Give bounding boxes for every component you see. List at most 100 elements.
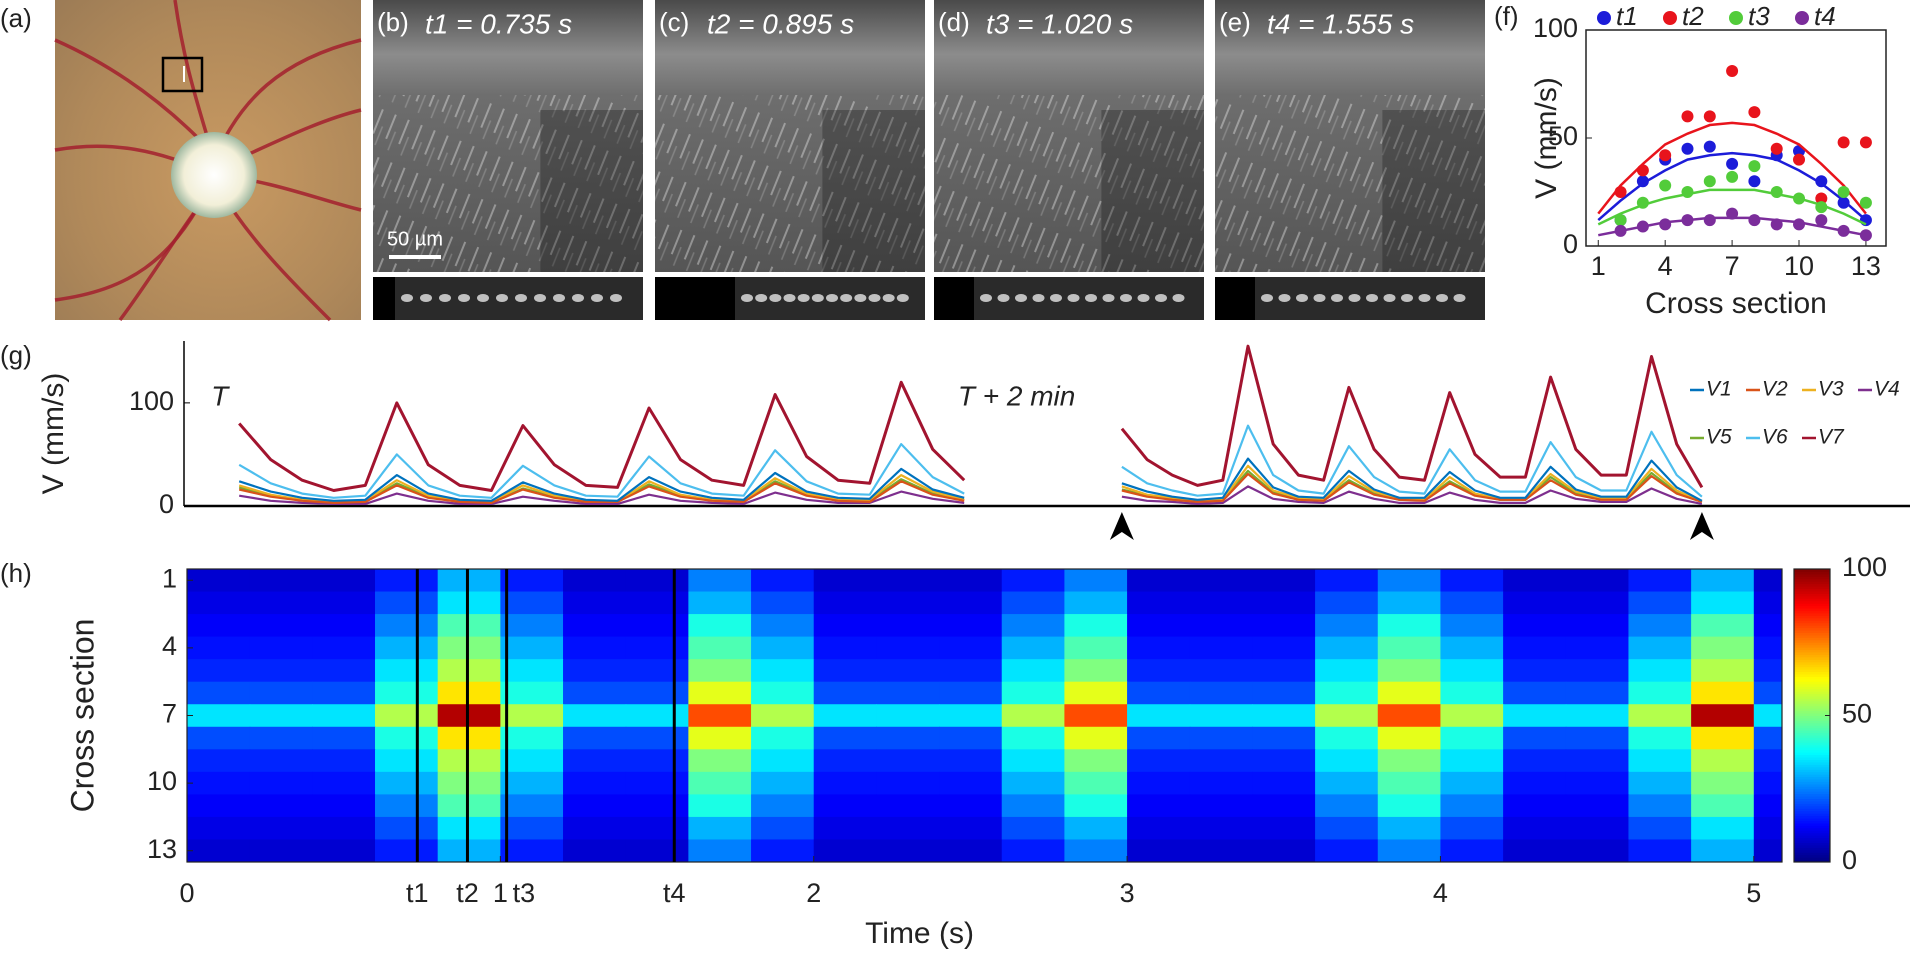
heatmap-cell xyxy=(1315,816,1379,841)
kymo-black xyxy=(934,277,974,320)
colorbar-step xyxy=(1794,705,1830,709)
heatmap-cell xyxy=(312,839,376,862)
heatmap-cell xyxy=(813,839,877,862)
heatmap-cell xyxy=(751,771,815,795)
heatmap-cell xyxy=(1691,771,1755,795)
annotation: T xyxy=(211,380,230,411)
colorbar-step xyxy=(1794,744,1830,748)
y-tick-label: 13 xyxy=(147,834,177,864)
colorbar-step xyxy=(1794,590,1830,594)
point xyxy=(1770,218,1783,231)
kymo-dot xyxy=(826,294,838,302)
kymo-dot xyxy=(572,294,584,302)
heatmap-cell xyxy=(625,726,689,750)
heatmap-cell xyxy=(1753,839,1782,862)
heatmap-cell xyxy=(437,704,501,728)
heatmap-cell xyxy=(1189,569,1254,593)
colorbar-step xyxy=(1794,569,1830,572)
panel-label: (g) xyxy=(0,340,32,370)
heatmap-cell xyxy=(751,659,815,683)
heatmap-cell xyxy=(939,771,1003,795)
colorbar-step xyxy=(1794,617,1830,621)
colorbar-step xyxy=(1794,730,1830,734)
heatmap-cell xyxy=(1064,794,1128,818)
heatmap-cell xyxy=(500,839,564,862)
heatmap-cell xyxy=(1001,816,1066,841)
kymo-dot xyxy=(515,294,527,302)
legend-label: t4 xyxy=(1814,1,1836,31)
x-tick-label: 10 xyxy=(1784,251,1814,281)
heatmap-cell xyxy=(1001,659,1066,683)
heatmap-cell xyxy=(876,636,940,660)
heatmap-cell xyxy=(249,816,313,841)
point xyxy=(1659,218,1672,231)
heatmap-cell xyxy=(688,636,752,660)
heatmap-cell xyxy=(437,659,501,683)
colorbar-step xyxy=(1794,778,1830,782)
heatmap-cell xyxy=(751,681,815,705)
colorbar-step xyxy=(1794,722,1830,726)
heatmap-cell xyxy=(500,726,564,750)
heatmap-cell xyxy=(688,816,752,841)
heatmap-cell xyxy=(1565,749,1630,773)
colorbar-step xyxy=(1794,571,1830,575)
colorbar-step xyxy=(1794,832,1830,836)
heatmap-cell xyxy=(249,591,313,615)
colorbar-step xyxy=(1794,754,1830,758)
kymo-dot xyxy=(1085,294,1097,302)
y-tick-label: 1 xyxy=(162,563,177,593)
heatmap-cell xyxy=(375,749,439,773)
point xyxy=(1703,214,1716,227)
heatmap-cell xyxy=(1315,726,1379,750)
heatmap-cell xyxy=(1503,816,1567,841)
heatmap-cell xyxy=(249,569,313,593)
colorbar-step xyxy=(1794,854,1830,858)
oct-shade xyxy=(822,110,925,272)
kymo-dot xyxy=(783,294,796,302)
heatmap-cell xyxy=(1753,704,1782,728)
heatmap-cell xyxy=(1064,726,1128,750)
colorbar-step xyxy=(1794,654,1830,658)
colorbar-step xyxy=(1794,669,1830,673)
series-line xyxy=(238,424,1703,499)
point xyxy=(1614,224,1627,237)
heatmap-cell xyxy=(1064,704,1128,728)
heatmap-cell xyxy=(751,816,815,841)
colorbar-step xyxy=(1794,671,1830,675)
kymo-dot xyxy=(1155,294,1167,302)
heatmap-cell xyxy=(813,636,877,660)
point xyxy=(1748,160,1761,173)
heatmap-cell xyxy=(813,704,877,728)
kymo-dot xyxy=(1383,294,1396,302)
heatmap-cell xyxy=(1064,591,1128,615)
oct-shade xyxy=(1101,110,1204,272)
heatmap-cell xyxy=(1503,569,1567,593)
colorbar-step xyxy=(1794,622,1830,626)
heatmap-cell xyxy=(500,749,564,773)
heatmap-cell xyxy=(1189,839,1254,862)
heatmap-cell xyxy=(312,704,376,728)
heatmap-cell xyxy=(1315,659,1379,683)
heatmap-cell xyxy=(1440,636,1504,660)
heatmap-cell xyxy=(1503,839,1567,862)
heatmap-cell xyxy=(563,659,627,683)
x-tick-label: 7 xyxy=(1725,251,1740,281)
heatmap-cell xyxy=(1691,704,1755,728)
legend-label: t1 xyxy=(1616,1,1638,31)
heatmap-cell xyxy=(813,816,877,841)
heatmap-cell xyxy=(375,771,439,795)
colorbar-step xyxy=(1794,666,1830,670)
legend-label: t3 xyxy=(1748,1,1770,31)
legend-marker xyxy=(1663,11,1677,25)
heatmap-cell xyxy=(1565,794,1630,818)
heatmap-cell xyxy=(1252,569,1316,593)
colorbar-step xyxy=(1794,703,1830,707)
colorbar-tick-label: 100 xyxy=(1842,552,1887,582)
heatmap-cell xyxy=(1377,816,1442,841)
heatmap-cell xyxy=(1001,614,1066,638)
point xyxy=(1726,65,1739,78)
heatmap-cell xyxy=(625,771,689,795)
colorbar-step xyxy=(1794,715,1830,719)
fit-curve xyxy=(1597,121,1867,215)
heatmap-cell xyxy=(813,569,877,593)
